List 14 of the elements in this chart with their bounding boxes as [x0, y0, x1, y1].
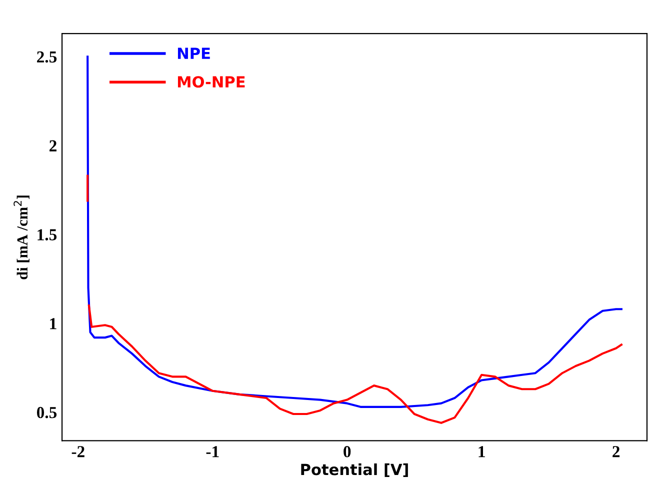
legend-label: NPE — [178, 48, 210, 59]
y-tick-label: 2.5 — [37, 51, 57, 63]
y-tick-label: 0.5 — [36, 406, 57, 418]
x-tick-label: 2 — [612, 446, 620, 458]
y-tick-label: 2 — [50, 140, 56, 152]
y-tick-label: 1 — [50, 318, 56, 330]
x-tick-label: -2 — [72, 446, 84, 458]
x-axis-title: Potential [V] — [301, 463, 408, 478]
x-tick-label: 0 — [344, 446, 351, 458]
x-tick-label: 1 — [478, 446, 485, 458]
y-tick-label: 1.5 — [38, 229, 57, 240]
y-axis-title: di [mA /cm$^{2}$] — [14, 196, 30, 280]
x-tick-label: -1 — [206, 446, 219, 458]
legend-label: MO-NPE — [178, 76, 245, 88]
